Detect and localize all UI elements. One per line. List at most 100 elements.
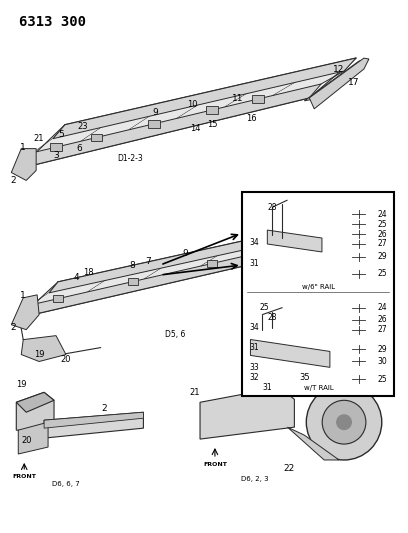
Text: 20: 20 <box>21 435 31 445</box>
Text: FRONT: FRONT <box>12 474 36 479</box>
Text: D1-2-3: D1-2-3 <box>118 154 143 163</box>
Text: 17: 17 <box>348 78 360 87</box>
Polygon shape <box>91 134 102 141</box>
Text: 2: 2 <box>11 176 16 185</box>
Text: 31: 31 <box>250 343 259 352</box>
Polygon shape <box>144 255 218 279</box>
Text: 26: 26 <box>378 315 387 324</box>
Text: 22: 22 <box>284 464 295 473</box>
Polygon shape <box>128 278 138 285</box>
Polygon shape <box>21 336 66 361</box>
Text: 33: 33 <box>250 363 259 372</box>
Text: 5: 5 <box>58 130 64 139</box>
Text: 23: 23 <box>78 122 88 131</box>
Polygon shape <box>33 127 102 152</box>
Polygon shape <box>287 427 339 460</box>
Text: 19: 19 <box>16 380 27 389</box>
Polygon shape <box>49 232 282 293</box>
Polygon shape <box>19 84 321 168</box>
Text: 24: 24 <box>378 303 387 312</box>
Text: 1: 1 <box>20 143 26 152</box>
Text: 27: 27 <box>378 325 387 334</box>
Polygon shape <box>53 58 356 139</box>
Text: 1: 1 <box>20 292 26 301</box>
Text: 2: 2 <box>11 323 16 332</box>
Text: 7: 7 <box>146 256 151 265</box>
Polygon shape <box>11 295 39 330</box>
Polygon shape <box>267 230 322 252</box>
Text: 31: 31 <box>262 383 272 392</box>
Polygon shape <box>304 59 369 101</box>
Bar <box>242 192 395 397</box>
Text: D6, 2, 3: D6, 2, 3 <box>241 476 268 482</box>
Text: 34: 34 <box>250 238 259 246</box>
Text: D6, 6, 7: D6, 6, 7 <box>52 481 80 487</box>
Polygon shape <box>16 392 54 412</box>
Text: 16: 16 <box>246 114 257 123</box>
Text: 25: 25 <box>378 269 387 278</box>
Text: w/6" RAIL: w/6" RAIL <box>302 284 335 290</box>
Polygon shape <box>201 243 275 266</box>
Polygon shape <box>148 120 160 128</box>
Polygon shape <box>44 412 144 438</box>
Text: 9: 9 <box>153 108 158 117</box>
Circle shape <box>322 400 366 444</box>
Text: 21: 21 <box>34 134 44 143</box>
Polygon shape <box>11 149 36 181</box>
Text: 11: 11 <box>232 94 244 103</box>
Text: 2: 2 <box>101 404 106 413</box>
Text: 8: 8 <box>130 261 135 270</box>
Polygon shape <box>19 253 257 318</box>
Text: 25: 25 <box>259 303 269 312</box>
Text: 27: 27 <box>378 239 387 248</box>
Polygon shape <box>177 94 247 118</box>
Text: 10: 10 <box>187 100 197 109</box>
Polygon shape <box>287 384 339 395</box>
Text: 19: 19 <box>34 350 44 359</box>
Text: w/T RAIL: w/T RAIL <box>304 385 333 391</box>
Text: 24: 24 <box>378 209 387 219</box>
Text: 28: 28 <box>268 313 277 322</box>
Text: 25: 25 <box>378 220 387 229</box>
Text: 9: 9 <box>182 248 188 257</box>
Text: 29: 29 <box>378 253 387 261</box>
Text: 34: 34 <box>250 323 259 332</box>
Polygon shape <box>251 340 330 367</box>
Text: 26: 26 <box>378 230 387 239</box>
Polygon shape <box>18 422 48 454</box>
Polygon shape <box>88 268 162 292</box>
Polygon shape <box>207 260 217 267</box>
Polygon shape <box>252 95 264 103</box>
Text: 15: 15 <box>207 120 217 129</box>
Polygon shape <box>50 143 62 151</box>
Polygon shape <box>16 392 54 432</box>
Text: 21: 21 <box>190 388 200 397</box>
Polygon shape <box>200 387 295 439</box>
Text: 6: 6 <box>76 144 82 153</box>
Polygon shape <box>44 412 144 428</box>
Text: D5, 6: D5, 6 <box>165 330 185 339</box>
Polygon shape <box>53 295 63 302</box>
Circle shape <box>306 384 382 460</box>
Text: 28: 28 <box>268 203 277 212</box>
Polygon shape <box>206 106 218 114</box>
Text: 31: 31 <box>250 260 259 269</box>
Polygon shape <box>225 82 295 107</box>
Polygon shape <box>31 280 105 305</box>
Text: 14: 14 <box>190 124 200 133</box>
Text: 4: 4 <box>73 273 79 282</box>
Polygon shape <box>129 105 199 130</box>
Text: 29: 29 <box>378 345 387 354</box>
Text: 20: 20 <box>61 355 71 364</box>
Text: 32: 32 <box>250 373 259 382</box>
Text: 30: 30 <box>378 357 388 366</box>
Polygon shape <box>273 71 344 95</box>
Text: 6313 300: 6313 300 <box>19 15 86 29</box>
Polygon shape <box>81 116 150 141</box>
Polygon shape <box>309 58 369 109</box>
Text: 3: 3 <box>53 151 59 160</box>
Circle shape <box>336 414 352 430</box>
Text: 18: 18 <box>84 269 94 278</box>
Text: FRONT: FRONT <box>203 463 227 467</box>
Text: 25: 25 <box>378 375 387 384</box>
